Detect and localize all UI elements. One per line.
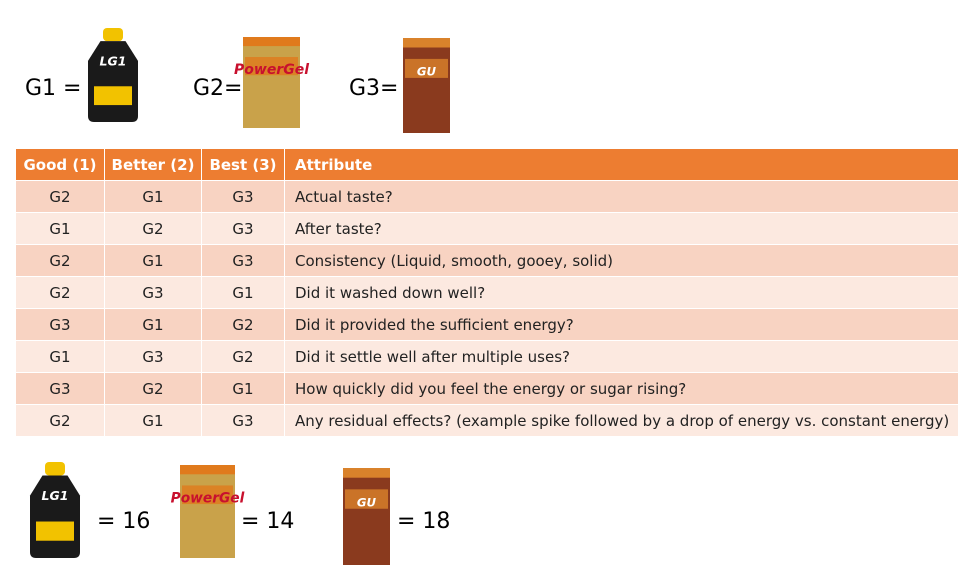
packet-top bbox=[243, 37, 300, 47]
score: = 14 bbox=[241, 509, 294, 534]
gel-packet: LG1 bbox=[88, 28, 138, 122]
packet-body bbox=[180, 471, 235, 558]
rank-cell: G2 bbox=[16, 245, 105, 277]
attribute-cell: Actual taste? bbox=[285, 181, 958, 213]
rank-cell: G1 bbox=[105, 309, 202, 341]
rank-cell: G3 bbox=[202, 213, 285, 245]
rank-cell: G3 bbox=[16, 373, 105, 405]
packet-brand: LG1 bbox=[100, 53, 127, 68]
attribute-cell: Consistency (Liquid, smooth, gooey, soli… bbox=[285, 245, 958, 277]
rank-cell: G2 bbox=[16, 277, 105, 309]
column-header: Better (2) bbox=[105, 149, 202, 181]
packet-band bbox=[405, 58, 448, 78]
packet-brand: LG1 bbox=[42, 488, 69, 503]
product-label: G1 = bbox=[25, 76, 81, 101]
packet-top bbox=[180, 465, 235, 475]
score: = 16 bbox=[97, 509, 150, 534]
rank-cell: G1 bbox=[202, 373, 285, 405]
attribute-cell: After taste? bbox=[285, 213, 958, 245]
score: = 18 bbox=[397, 509, 450, 534]
rank-cell: G2 bbox=[202, 341, 285, 373]
product-label: G3= bbox=[349, 76, 398, 101]
rank-cell: G2 bbox=[105, 213, 202, 245]
packet-brand: GU bbox=[357, 495, 377, 509]
rank-cell: G2 bbox=[16, 181, 105, 213]
attribute-cell: How quickly did you feel the energy or s… bbox=[285, 373, 958, 405]
packet-band bbox=[245, 57, 298, 76]
packet-label bbox=[36, 521, 74, 541]
product-label: G2= bbox=[193, 76, 242, 101]
column-header: Good (1) bbox=[16, 149, 105, 181]
column-header: Best (3) bbox=[202, 149, 285, 181]
packet-body bbox=[343, 474, 390, 565]
rank-cell: G1 bbox=[105, 245, 202, 277]
packet-body bbox=[243, 43, 300, 128]
attribute-cell: Did it washed down well? bbox=[285, 277, 958, 309]
packet-band bbox=[345, 489, 388, 509]
rank-cell: G3 bbox=[105, 341, 202, 373]
packet-top bbox=[343, 468, 390, 478]
attribute-cell: Any residual effects? (example spike fol… bbox=[285, 405, 958, 437]
rank-cell: G2 bbox=[105, 373, 202, 405]
packet-cap bbox=[103, 28, 123, 42]
rank-cell: G2 bbox=[16, 405, 105, 437]
rank-cell: G1 bbox=[105, 405, 202, 437]
rank-cell: G3 bbox=[105, 277, 202, 309]
gel-packet: PowerGel bbox=[234, 37, 309, 128]
attribute-cell: Did it settle well after multiple uses? bbox=[285, 341, 958, 373]
column-header: Attribute bbox=[285, 149, 958, 181]
gel-packet: GU bbox=[403, 38, 450, 133]
rank-cell: G3 bbox=[16, 309, 105, 341]
gel-packet: GU bbox=[343, 468, 390, 565]
rank-cell: G3 bbox=[202, 245, 285, 277]
packet-label bbox=[94, 86, 132, 106]
packet-band bbox=[182, 485, 233, 505]
rank-cell: G3 bbox=[202, 181, 285, 213]
rank-cell: G3 bbox=[202, 405, 285, 437]
rank-cell: G2 bbox=[202, 309, 285, 341]
packet-brand: PowerGel bbox=[171, 490, 245, 506]
rank-cell: G1 bbox=[16, 213, 105, 245]
gel-packet: PowerGel bbox=[171, 465, 245, 558]
rank-cell: G1 bbox=[16, 341, 105, 373]
rank-cell: G1 bbox=[202, 277, 285, 309]
packet-brand: PowerGel bbox=[234, 62, 309, 78]
packet-brand: GU bbox=[417, 65, 437, 79]
packet-cap bbox=[45, 462, 65, 476]
packet-body bbox=[403, 44, 450, 133]
rank-cell: G1 bbox=[105, 181, 202, 213]
gel-packet: LG1 bbox=[30, 462, 80, 558]
packet-top bbox=[403, 38, 450, 48]
attribute-cell: Did it provided the sufficient energy? bbox=[285, 309, 958, 341]
